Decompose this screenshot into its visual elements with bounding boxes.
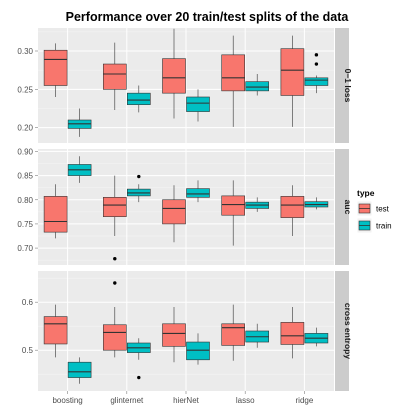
box-train-hierNet [186,89,210,122]
box-test-boosting [43,184,68,239]
box-train-lasso [245,197,269,212]
box-body [162,199,186,225]
legend-label-test: test [376,205,390,214]
box-body [221,323,245,346]
box-test-ridge [280,185,305,236]
box-train-hierNet [186,333,210,365]
box-body [162,323,186,347]
box-train-lasso [245,323,269,348]
strip-label: 0−1 loss [343,69,353,103]
box-body [43,196,68,233]
box-body [43,49,68,86]
box-body [103,63,127,90]
box-body [67,361,92,378]
box-body [127,92,151,105]
box-test-lasso [221,180,245,246]
x-tick-label: glinternet [110,396,144,405]
box-body [162,58,186,94]
box-body [280,322,305,345]
box-train-glinternet [127,85,151,113]
box-test-hierNet [162,307,186,363]
legend-label-train: train [376,222,392,231]
box-body [221,195,245,216]
box-test-glinternet [103,42,127,111]
x-tick-label: boosting [52,396,82,405]
y-tick-label: 0.30 [17,47,33,56]
panel-0: 0.20 0.25 0.30 0−1 loss [17,28,353,143]
x-tick-label: lasso [236,396,255,405]
box-train-glinternet [127,338,151,380]
box-body [280,196,305,218]
chart-title: Performance over 20 train/test splits of… [66,10,350,24]
box-body [103,324,127,351]
box-test-boosting [43,43,68,97]
box-test-glinternet [103,281,127,358]
y-tick-label: 0.25 [17,85,33,94]
x-tick-label: hierNet [173,396,200,405]
y-tick-label: 0.6 [22,298,34,307]
box-test-hierNet [162,185,186,243]
y-tick-label: 0.75 [17,220,33,229]
box-test-boosting [43,304,68,358]
box-body [280,48,305,96]
box-test-lasso [221,35,245,127]
panel-2: 0.5 0.6 cross entropy [22,271,353,391]
box-test-hierNet [162,28,186,119]
box-body [186,341,210,361]
box-train-lasso [245,74,269,96]
box-train-hierNet [186,180,210,203]
box-train-glinternet [127,174,151,203]
box-body [221,54,245,92]
box-train-boosting [67,156,92,183]
outlier-point [137,174,141,179]
box-test-lasso [221,304,245,361]
strip-background [335,28,349,143]
box-train-ridge [304,197,329,210]
box-body [103,197,127,217]
box-train-boosting [67,357,92,384]
box-train-boosting [67,108,92,137]
box-test-ridge [280,307,305,359]
box-train-ridge [304,53,329,94]
y-tick-label: 0.85 [17,172,33,181]
box-train-ridge [304,327,329,347]
panel-1: 0.70 0.75 0.80 0.85 0.90 auc [17,147,353,265]
strip-background [335,271,349,391]
outlier-point [314,53,319,57]
y-tick-label: 0.5 [22,346,34,355]
box-test-ridge [280,35,305,127]
legend-title: type [357,188,375,198]
x-tick-label: ridge [296,396,314,405]
facet-panels: 0.20 0.25 0.30 0−1 loss 0.70 0.75 0.80 0.85 0.90… [17,28,353,391]
box-test-glinternet [103,175,127,261]
y-tick-label: 0.70 [17,244,33,253]
box-body [43,316,68,345]
y-tick-label: 0.20 [17,124,33,133]
y-tick-label: 0.80 [17,196,33,205]
x-axis: boosting glinternet hierNet lasso ridge [52,391,314,405]
outlier-point [137,375,141,380]
box-body [245,81,269,92]
strip-label: auc [343,200,353,215]
outlier-point [314,62,319,66]
box-body [186,96,210,112]
legend: type test train [356,188,392,234]
strip-background [335,149,349,265]
y-tick-label: 0.90 [17,147,33,156]
box-body [186,188,210,198]
outlier-point [113,257,117,261]
outlier-point [113,281,117,285]
strip-label: cross entropy [343,303,353,359]
box-body [304,77,329,86]
